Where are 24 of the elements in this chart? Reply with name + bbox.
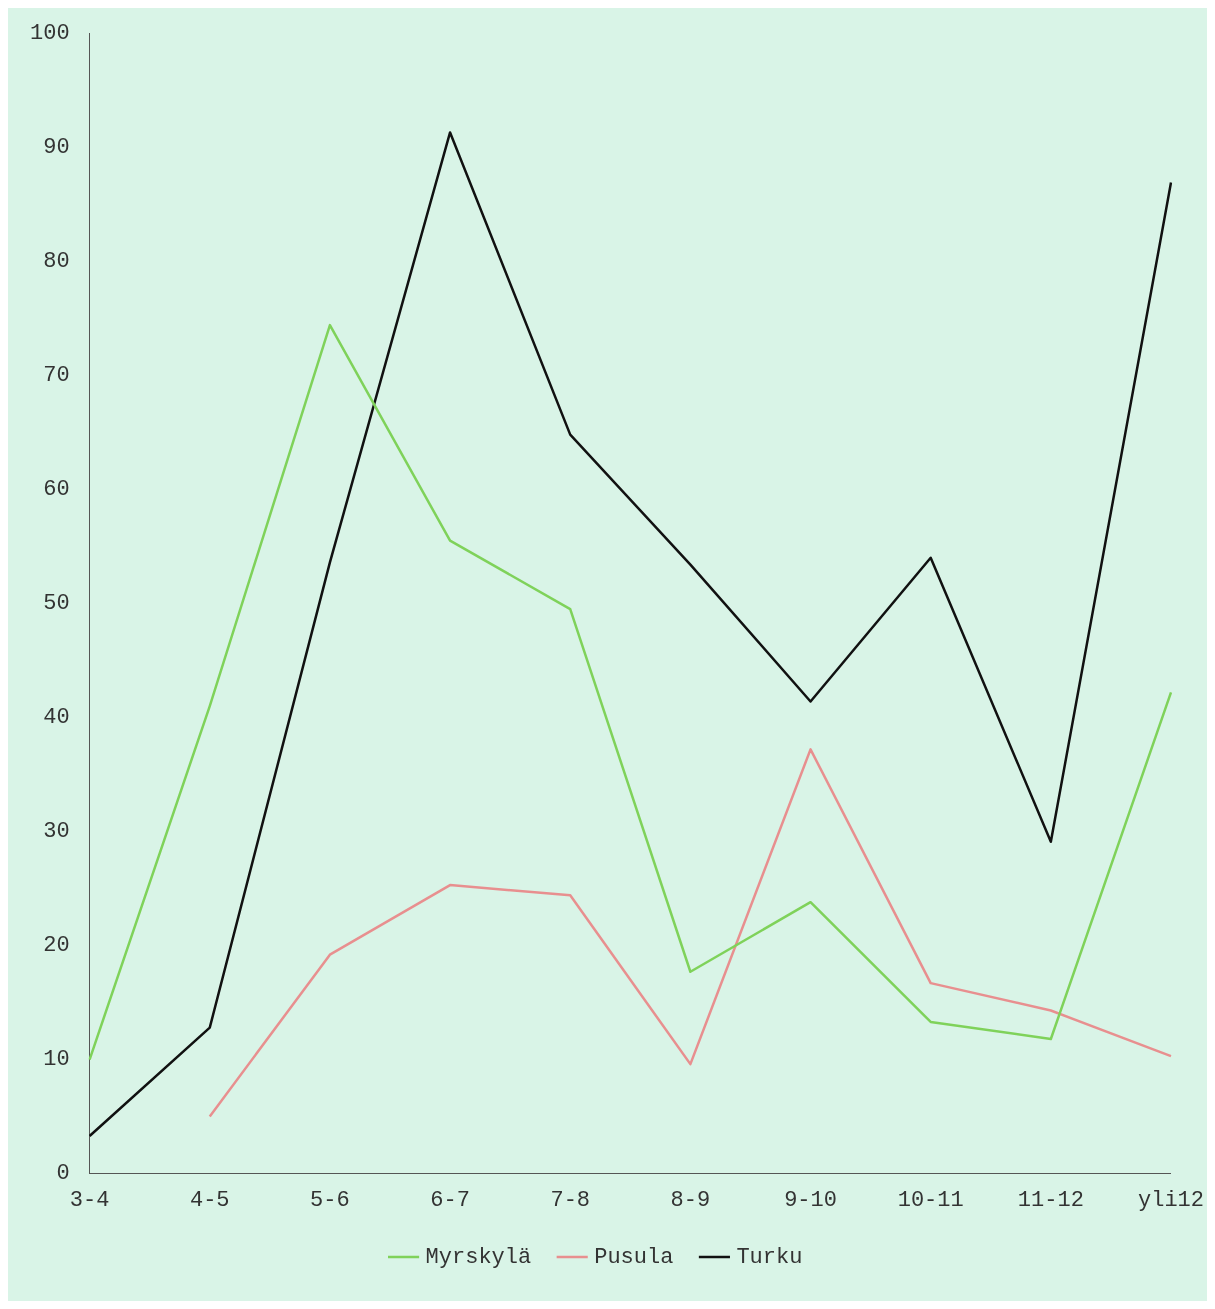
x-tick-label: 6-7 [430, 1187, 470, 1213]
y-tick-label: 90 [43, 135, 70, 161]
x-tick-label: 8-9 [670, 1187, 711, 1213]
y-tick-label: 0 [56, 1161, 70, 1187]
x-tick-label: 3-4 [69, 1187, 110, 1213]
y-tick-label: 100 [30, 21, 70, 47]
x-tick-label: yli12 [1137, 1187, 1204, 1213]
legend-label: Pusula [594, 1244, 674, 1270]
x-tick-label: 11-12 [1017, 1187, 1084, 1213]
y-tick-label: 60 [43, 477, 70, 503]
legend-label: Myrskylä [425, 1244, 532, 1270]
y-tick-label: 10 [43, 1047, 70, 1073]
x-tick-label: 5-6 [310, 1187, 350, 1213]
y-tick-label: 40 [43, 705, 70, 731]
y-tick-label: 20 [43, 933, 70, 959]
x-tick-label: 10-11 [897, 1187, 964, 1213]
x-tick-label: 7-8 [550, 1187, 591, 1213]
y-tick-label: 80 [43, 249, 70, 275]
y-tick-label: 50 [43, 591, 70, 617]
x-tick-label: 9-10 [784, 1187, 837, 1213]
y-tick-label: 70 [43, 363, 70, 389]
x-tick-label: 4-5 [189, 1187, 230, 1213]
y-tick-label: 30 [43, 819, 70, 845]
legend-label: Turku [736, 1244, 803, 1270]
